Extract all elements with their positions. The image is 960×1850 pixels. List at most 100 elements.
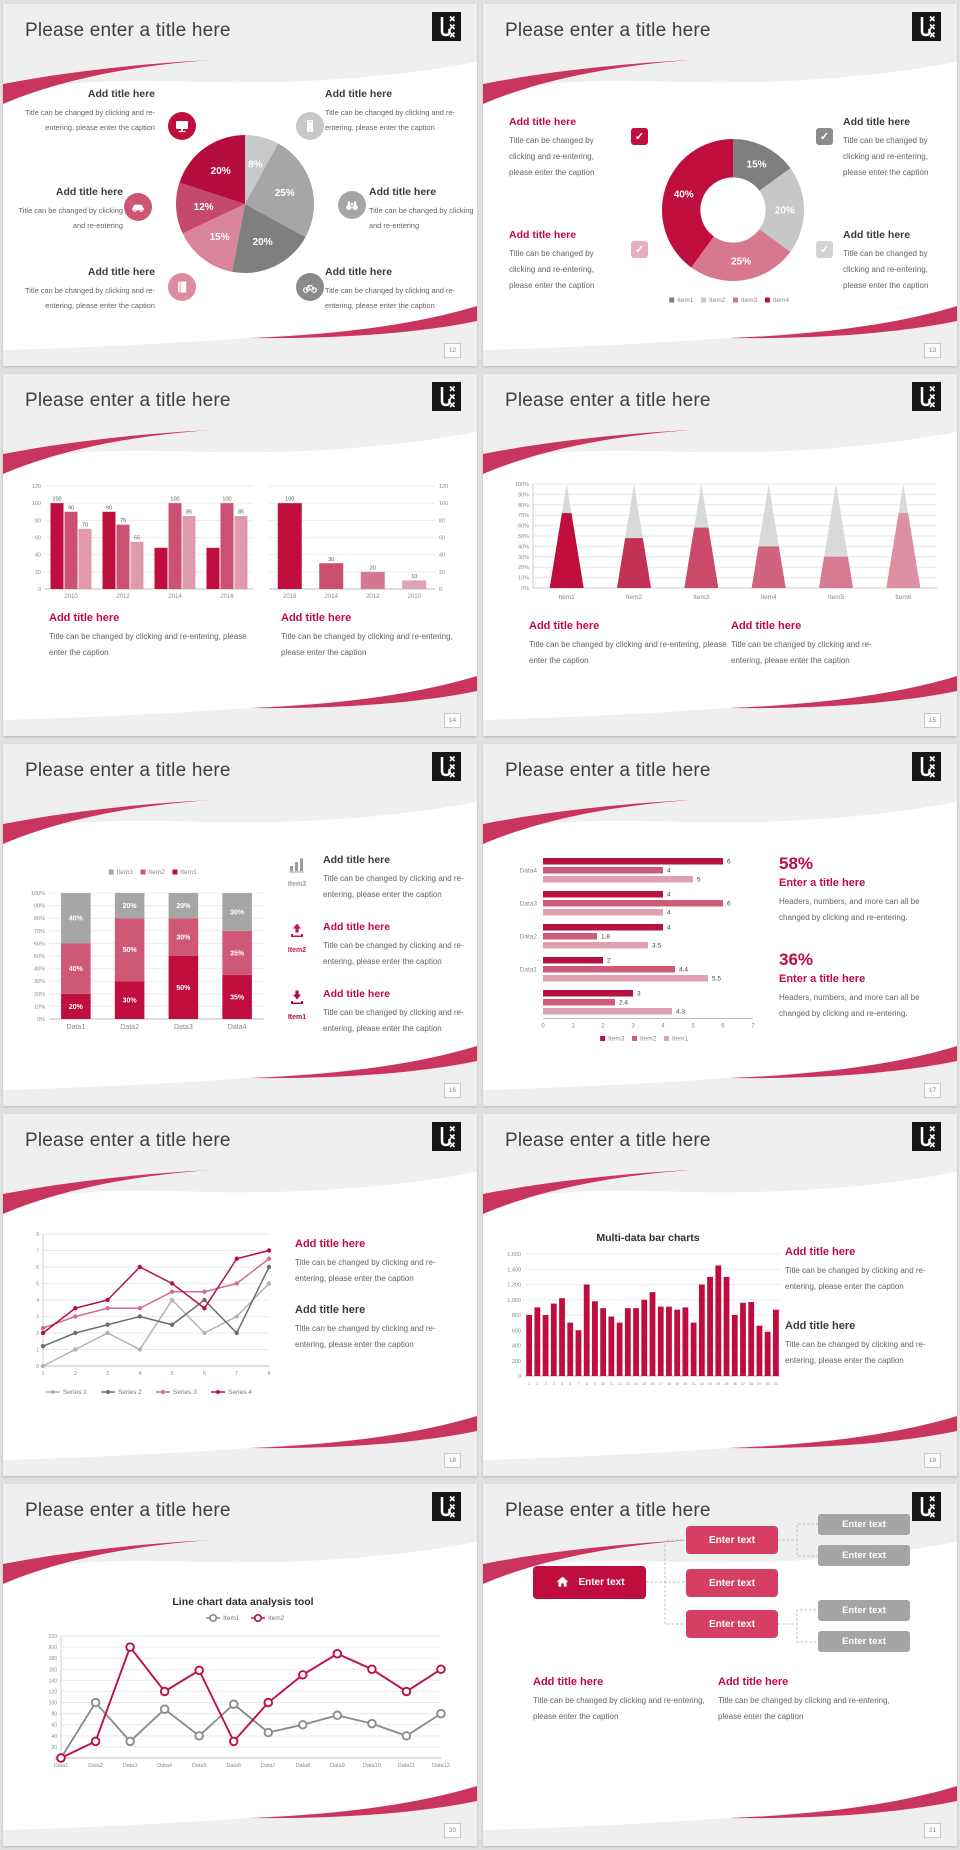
svg-text:21: 21 bbox=[692, 1382, 696, 1386]
feature-block: Add title here Title can be changed by c… bbox=[529, 620, 739, 669]
feature-caption: Title can be changed by clicking and re-… bbox=[323, 941, 464, 966]
svg-text:Data6: Data6 bbox=[226, 1763, 241, 1769]
svg-text:5: 5 bbox=[561, 1382, 563, 1386]
slide-19: Please enter a title here Multi-data bar… bbox=[483, 1114, 957, 1476]
svg-text:40%: 40% bbox=[69, 966, 84, 973]
svg-text:40%: 40% bbox=[518, 544, 529, 550]
top-swoosh bbox=[3, 1170, 211, 1214]
svg-text:100: 100 bbox=[170, 497, 179, 503]
svg-text:90%: 90% bbox=[34, 904, 45, 910]
page-number: 14 bbox=[444, 713, 461, 728]
svg-text:Item3: Item3 bbox=[693, 594, 710, 601]
svg-text:50%: 50% bbox=[518, 534, 529, 540]
svg-text:Data3: Data3 bbox=[174, 1024, 193, 1031]
svg-text:100: 100 bbox=[32, 501, 41, 507]
svg-text:40: 40 bbox=[439, 553, 445, 559]
svg-text:6: 6 bbox=[727, 901, 731, 908]
svg-text:20%: 20% bbox=[123, 903, 138, 910]
page-number: 19 bbox=[924, 1453, 941, 1468]
svg-text:2012: 2012 bbox=[116, 594, 130, 600]
top-swoosh bbox=[483, 1540, 691, 1584]
header-band bbox=[483, 744, 957, 838]
svg-text:1.8: 1.8 bbox=[601, 934, 610, 941]
svg-text:4.3: 4.3 bbox=[676, 1009, 685, 1016]
bottom-swoosh bbox=[249, 1416, 477, 1449]
slide-decor bbox=[483, 4, 957, 366]
feature-title: Add title here bbox=[533, 1676, 604, 1688]
svg-text:100%: 100% bbox=[31, 891, 45, 897]
svg-text:9: 9 bbox=[594, 1382, 596, 1386]
upload-icon: Item2 bbox=[287, 922, 307, 954]
top-swoosh bbox=[483, 800, 691, 844]
svg-text:30%: 30% bbox=[518, 555, 529, 561]
svg-text:4: 4 bbox=[667, 868, 671, 875]
svg-text:3: 3 bbox=[106, 1371, 109, 1377]
svg-text:25: 25 bbox=[725, 1382, 729, 1386]
feature-title: Add title here bbox=[323, 988, 391, 1000]
footer-band bbox=[483, 687, 957, 736]
svg-text:5: 5 bbox=[36, 1282, 39, 1288]
slide-title: Please enter a title here bbox=[25, 1130, 231, 1151]
feature-title: Add title here bbox=[529, 620, 600, 632]
svg-text:Series 3: Series 3 bbox=[173, 1389, 197, 1396]
svg-text:2010: 2010 bbox=[64, 594, 78, 600]
svg-text:Data8: Data8 bbox=[295, 1763, 310, 1769]
svg-text:Item2: Item2 bbox=[626, 594, 643, 601]
svg-text:15%: 15% bbox=[210, 232, 230, 243]
feature-title: Add title here bbox=[509, 116, 577, 128]
feature-title: Add title here bbox=[295, 1304, 366, 1316]
footer-band bbox=[3, 1427, 477, 1476]
svg-text:2: 2 bbox=[536, 1382, 538, 1386]
slide-title: Please enter a title here bbox=[25, 1500, 231, 1521]
top-swoosh bbox=[3, 1540, 211, 1584]
svg-text:5: 5 bbox=[171, 1371, 174, 1377]
node-label: Enter text bbox=[578, 1577, 625, 1588]
footer-band bbox=[483, 1057, 957, 1106]
slide-decor bbox=[483, 1484, 957, 1846]
feature-title: Add title here bbox=[785, 1246, 856, 1258]
stat-caption: Headers, numbers, and more can all be ch… bbox=[779, 993, 920, 1018]
svg-text:5.5: 5.5 bbox=[712, 976, 721, 983]
svg-text:120: 120 bbox=[32, 484, 41, 490]
svg-text:7: 7 bbox=[36, 1249, 39, 1255]
feature-caption: Title can be changed by clicking and re-… bbox=[718, 1696, 890, 1721]
svg-text:2016: 2016 bbox=[220, 594, 234, 600]
svg-text:7: 7 bbox=[577, 1382, 579, 1386]
svg-text:Item6: Item6 bbox=[895, 594, 912, 601]
stat-caption: Headers, numbers, and more can all be ch… bbox=[779, 897, 920, 922]
svg-text:4.4: 4.4 bbox=[679, 967, 688, 974]
svg-text:31: 31 bbox=[774, 1382, 778, 1386]
item-label: Item1 bbox=[287, 1014, 307, 1021]
svg-text:100%: 100% bbox=[515, 482, 529, 488]
stat-title: Enter a title here bbox=[779, 877, 866, 889]
node-label: Enter text bbox=[708, 1577, 756, 1589]
slide-title: Please enter a title here bbox=[25, 20, 231, 41]
feature-block: Add title here Title can be changed by c… bbox=[323, 988, 477, 1037]
svg-text:20: 20 bbox=[35, 570, 41, 576]
svg-text:120: 120 bbox=[439, 484, 448, 490]
feature-title: Add title here bbox=[323, 921, 391, 933]
bottom-swoosh bbox=[729, 676, 957, 709]
svg-text:Item2: Item2 bbox=[268, 1615, 285, 1622]
svg-text:100: 100 bbox=[439, 501, 448, 507]
svg-text:60%: 60% bbox=[518, 524, 529, 530]
feature-block: Add title here Title can be changed by c… bbox=[509, 116, 614, 181]
feature-block: Add title here Title can be changed by c… bbox=[17, 266, 155, 313]
slide-13: Please enter a title here 15% 20% 25% 40% It… bbox=[483, 4, 957, 366]
svg-text:23: 23 bbox=[708, 1382, 712, 1386]
svg-text:100: 100 bbox=[52, 497, 61, 503]
book-icon bbox=[168, 273, 196, 301]
svg-text:80%: 80% bbox=[34, 916, 45, 922]
footer-band bbox=[483, 1427, 957, 1476]
phone-icon bbox=[296, 112, 324, 140]
horizontal-bar-chart: Data4 6 4 5 Data3 4 6 4 Data2 4 1.8 3.5 Data1 2 4.4 5.5… bbox=[520, 858, 755, 1043]
feature-block: Add title here Title can be changed by c… bbox=[718, 1676, 898, 1725]
node-label: Enter text bbox=[842, 1605, 886, 1616]
top-swoosh bbox=[483, 1170, 691, 1214]
download-icon: Item1 bbox=[287, 989, 307, 1021]
svg-text:70: 70 bbox=[82, 522, 88, 528]
svg-text:20%: 20% bbox=[211, 166, 231, 177]
svg-text:80: 80 bbox=[439, 518, 445, 524]
svg-text:Item4: Item4 bbox=[761, 594, 778, 601]
feature-title: Add title here bbox=[323, 854, 391, 866]
